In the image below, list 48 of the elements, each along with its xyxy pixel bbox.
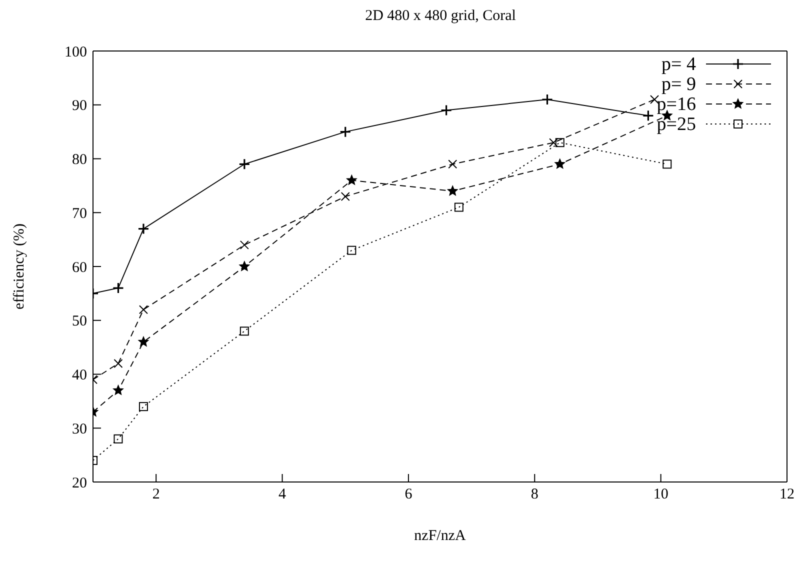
point bbox=[549, 138, 558, 148]
point bbox=[113, 385, 124, 395]
point bbox=[642, 110, 654, 122]
point bbox=[138, 336, 149, 346]
chart-title: 2D 480 x 480 grid, Coral bbox=[364, 8, 517, 25]
y-tick-label: 60 bbox=[72, 260, 87, 276]
x-tick-label: 4 bbox=[278, 486, 287, 503]
point bbox=[541, 94, 554, 106]
point bbox=[447, 186, 458, 196]
y-tick-label: 90 bbox=[72, 98, 87, 114]
point bbox=[346, 174, 357, 185]
point bbox=[239, 261, 250, 271]
point bbox=[138, 222, 150, 235]
point bbox=[114, 434, 123, 444]
point bbox=[454, 202, 464, 212]
legend-label: p=16 bbox=[656, 94, 696, 115]
point bbox=[112, 282, 124, 294]
legend-label: p= 4 bbox=[662, 54, 696, 75]
point bbox=[340, 192, 350, 201]
point bbox=[138, 402, 148, 412]
y-tick-label: 20 bbox=[72, 475, 87, 492]
point bbox=[554, 158, 566, 169]
x-axis-title: nzF/nzA bbox=[414, 528, 466, 544]
y-tick-label: 70 bbox=[72, 206, 87, 222]
point bbox=[238, 158, 250, 170]
point bbox=[114, 358, 123, 368]
x-tick-label: 10 bbox=[653, 486, 668, 503]
y-tick-label: 80 bbox=[72, 152, 87, 168]
x-tick-label: 2 bbox=[152, 486, 160, 503]
y-tick-label: 40 bbox=[72, 368, 87, 384]
point bbox=[555, 138, 564, 148]
point bbox=[240, 326, 249, 336]
y-tick-label: 50 bbox=[72, 314, 87, 330]
point bbox=[440, 104, 452, 116]
point bbox=[340, 126, 352, 138]
x-tick-label: 6 bbox=[404, 486, 413, 503]
point bbox=[240, 240, 249, 250]
point bbox=[662, 160, 672, 169]
point bbox=[138, 305, 148, 314]
x-tick-label: 12 bbox=[780, 486, 794, 503]
y-axis-title: efficiency (%) bbox=[11, 224, 28, 310]
y-tick-label: 100 bbox=[64, 44, 87, 60]
point bbox=[347, 246, 356, 255]
x-tick-label: 8 bbox=[530, 486, 538, 503]
legend-label: p=25 bbox=[656, 114, 696, 135]
y-tick-label: 30 bbox=[72, 421, 87, 438]
point bbox=[448, 160, 458, 169]
legend-label: p= 9 bbox=[662, 74, 696, 95]
